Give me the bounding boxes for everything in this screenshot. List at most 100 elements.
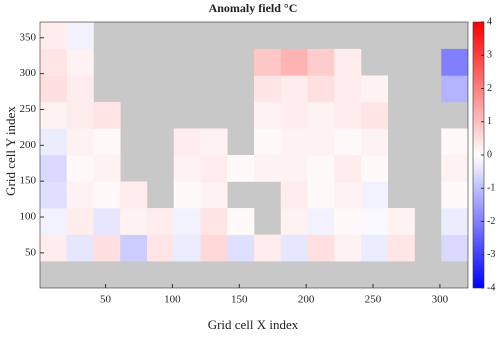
heat-cell [173,128,201,156]
heat-cell [200,128,228,156]
heat-cell [334,75,362,103]
heat-cell [147,208,175,235]
y-tick-label: 100 [20,211,37,223]
cells [40,22,468,262]
heat-cell [254,48,282,76]
heat-cell [66,208,94,235]
heat-cell [40,181,68,209]
heat-cell [361,101,389,129]
colorbar-tick-label: -4 [487,282,495,293]
heat-cell [254,234,282,262]
heat-cell [40,101,68,129]
x-tick-label: 300 [432,294,449,306]
heat-cell [173,208,201,235]
heat-cell [66,22,94,50]
heat-cell [280,234,308,262]
heat-cell [441,234,468,262]
x-axis-label: Grid cell X index [208,317,299,332]
heat-cell [40,75,68,103]
colorbar-tick-label: 3 [487,50,492,61]
heat-cell [120,208,148,235]
heat-cell [254,155,282,182]
y-tick-label: 300 [20,67,37,79]
heat-cell [40,48,68,76]
heat-cell [200,155,228,182]
heat-cell [361,181,389,209]
heat-cell [66,155,94,182]
colorbar-tick-label: -3 [487,249,495,260]
heat-cell [40,155,68,182]
heat-cell [280,101,308,129]
heat-cell [280,48,308,76]
heat-cell [40,208,68,235]
heat-cell [307,155,335,182]
chart-title: Anomaly field °C [209,1,298,15]
x-tick-label: 250 [365,294,382,306]
heat-cell [307,181,335,209]
heat-cell [307,208,335,235]
heat-cell [307,48,335,76]
heat-cell [334,101,362,129]
colorbar-tick-label: -1 [487,183,495,194]
heat-cell [66,48,94,76]
heat-cell [441,128,468,156]
y-tick-label: 150 [20,175,37,187]
heat-cell [93,101,121,129]
heat-cell [307,101,335,129]
heat-cell [227,155,255,182]
heat-cell [147,234,175,262]
heat-cell [334,181,362,209]
heat-cell [441,75,468,103]
y-tick-label: 350 [20,31,37,43]
heat-cell [280,75,308,103]
heat-cell [254,75,282,103]
heat-cell [93,181,121,209]
heat-cell [93,128,121,156]
heat-cell [361,208,389,235]
heat-cell [40,234,68,262]
heat-cell [280,155,308,182]
heat-cell [280,181,308,209]
heat-cell [307,234,335,262]
colorbar-tick-label: 1 [487,116,492,127]
heat-cell [66,234,94,262]
heat-cell [227,234,255,262]
heat-cell [200,234,228,262]
heat-cell [280,208,308,235]
heat-cell [334,208,362,235]
colorbar-tick-label: 4 [487,16,492,27]
y-tick-label: 250 [20,103,37,115]
x-tick-label: 100 [164,294,181,306]
heat-cell [93,234,121,262]
heat-cell [40,22,68,50]
colorbar-tick-label: 0 [487,149,492,160]
heat-cell [361,128,389,156]
heat-cell [173,234,201,262]
heat-cell [173,155,201,182]
heat-cell [361,155,389,182]
heat-cell [441,181,468,209]
colorbar-tick-label: 2 [487,83,492,94]
y-tick-label: 200 [20,139,37,151]
x-tick-label: 50 [100,294,112,306]
heat-cell [441,48,468,76]
heat-cell [361,75,389,103]
heat-cell [66,181,94,209]
x-tick-label: 150 [231,294,248,306]
heat-cell [66,75,94,103]
heat-cell [334,155,362,182]
heat-cell [200,181,228,209]
heat-cell [40,128,68,156]
colorbar-tick-label: -2 [487,216,495,227]
heat-cell [361,234,389,262]
heat-cell [280,128,308,156]
heat-cell [334,128,362,156]
heat-cell [387,208,415,235]
heat-cell [120,234,148,262]
heat-cell [227,208,255,235]
heat-cell [441,155,468,182]
heat-cell [93,208,121,235]
y-axis-label: Grid cell Y index [3,106,18,196]
heat-cell [307,75,335,103]
